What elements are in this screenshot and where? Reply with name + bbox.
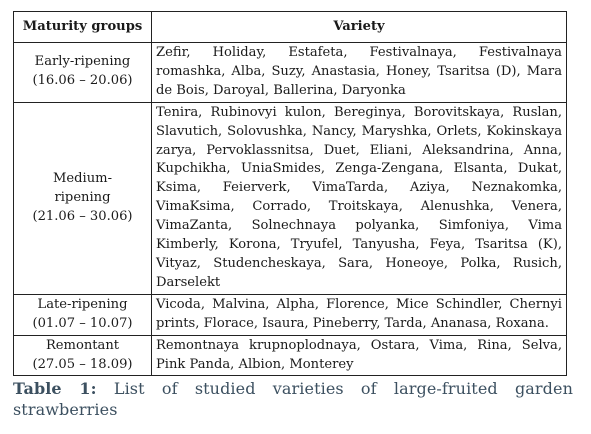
group-name-line2: ripening: [54, 189, 111, 205]
group-name: Remontant: [45, 337, 120, 353]
group-cell-late: Late-ripening (01.07 – 10.07): [13, 293, 152, 336]
group-period: (16.06 – 20.06): [32, 73, 133, 89]
group-period: (27.05 – 18.09): [32, 356, 133, 372]
table-header-row: Maturity groups Variety: [13, 11, 567, 43]
group-period: (21.06 – 30.06): [32, 208, 133, 224]
variety-cell-medium: Tenira, Rubinovyi kulon, Bereginya, Boro…: [151, 101, 567, 295]
variety-cell-remontant: Remontnaya krupnoplodnaya, Ostara, Vima,…: [151, 334, 567, 377]
group-name: Early-ripening: [34, 54, 131, 70]
group-name: Late-ripening: [37, 296, 128, 312]
group-cell-remontant: Remontant (27.05 – 18.09): [13, 334, 152, 377]
variety-cell-early: Zefir, Holiday, Estafeta, Festivalnaya, …: [151, 42, 567, 103]
group-name-line1: Medium-: [53, 170, 112, 186]
group-period: (01.07 – 10.07): [32, 315, 133, 331]
caption-label: Table 1:: [13, 379, 97, 398]
group-cell-early: Early-ripening (16.06 – 20.06): [13, 42, 152, 103]
varieties-table: Maturity groups Variety Early-ripening (…: [13, 11, 567, 377]
variety-cell-late: Vicoda, Malvina, Alpha, Florence, Mice S…: [151, 293, 567, 336]
group-cell-medium: Medium- ripening (21.06 – 30.06): [13, 101, 152, 295]
table-caption: Table 1: List of studied varieties of la…: [13, 378, 573, 420]
varieties-table-container: Maturity groups Variety Early-ripening (…: [13, 11, 567, 377]
table-row: Early-ripening (16.06 – 20.06) Zefir, Ho…: [13, 42, 567, 103]
caption-text: List of studied varieties of large-fruit…: [13, 379, 573, 419]
table-row: Late-ripening (01.07 – 10.07) Vicoda, Ma…: [13, 293, 567, 336]
header-variety: Variety: [151, 11, 567, 43]
table-row: Medium- ripening (21.06 – 30.06) Tenira,…: [13, 101, 567, 295]
table-row: Remontant (27.05 – 18.09) Remontnaya kru…: [13, 334, 567, 377]
header-maturity-groups: Maturity groups: [13, 11, 152, 43]
